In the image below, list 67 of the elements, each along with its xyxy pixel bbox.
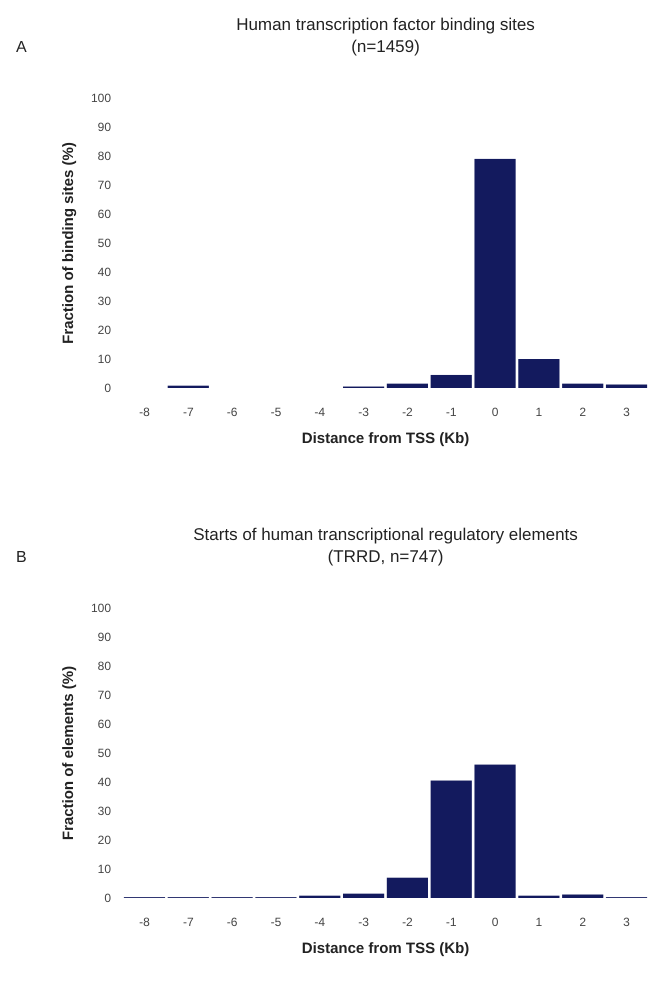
x-tick-label: -7 (182, 915, 194, 929)
x-tick-label: -6 (226, 915, 238, 929)
x-axis-title: Distance from TSS (Kb) (302, 430, 470, 447)
x-tick-label: -3 (358, 405, 370, 419)
y-tick-label: 90 (98, 120, 112, 134)
y-tick-label: 100 (90, 91, 112, 106)
x-tick-label: -6 (226, 405, 238, 419)
text: A (16, 39, 27, 56)
x-tick-label: -3 (358, 915, 370, 929)
y-tick-label: 50 (98, 746, 112, 760)
bar (474, 764, 516, 898)
bar (430, 780, 472, 898)
y-tick-label: 30 (98, 294, 112, 308)
x-tick-label: 2 (579, 915, 586, 929)
x-tick-label: -7 (182, 405, 194, 419)
x-tick-label: 2 (579, 405, 586, 419)
x-tick-label: -1 (446, 405, 457, 419)
x-tick-label: -2 (402, 915, 414, 929)
y-tick-label: 30 (98, 804, 112, 818)
y-tick-label: 100 (90, 601, 112, 616)
x-tick-label: 3 (623, 915, 630, 929)
x-tick-label: -4 (314, 405, 326, 419)
y-tick-label: 20 (98, 323, 112, 338)
bar (430, 374, 472, 388)
x-tick-label: 3 (623, 405, 630, 419)
bar (562, 384, 604, 388)
text: B (16, 549, 27, 566)
chart-subtitle: (n=1459) (351, 37, 420, 56)
y-tick-label: 80 (98, 659, 112, 674)
x-tick-label: 1 (536, 915, 543, 929)
y-tick-label: 80 (98, 149, 112, 164)
x-tick-label: -1 (446, 915, 457, 929)
x-tick-label: -4 (314, 915, 326, 929)
y-axis-title: Fraction of elements (%) (60, 666, 77, 840)
bar (342, 894, 384, 898)
y-tick-label: 20 (98, 833, 112, 848)
x-tick-label: -8 (139, 405, 150, 419)
chart-title: Human transcription factor binding sites (236, 15, 535, 34)
bar (386, 384, 428, 388)
y-tick-label: 60 (98, 207, 112, 222)
x-tick-label: 1 (536, 405, 543, 419)
x-tick-label: -5 (270, 405, 282, 419)
y-tick-label: 10 (98, 862, 112, 876)
bar (606, 384, 648, 388)
y-tick-label: 70 (98, 688, 112, 702)
x-tick-label: 0 (492, 915, 499, 929)
y-tick-label: 50 (98, 236, 112, 250)
bar (386, 878, 428, 898)
bar (518, 359, 560, 388)
y-tick-label: 60 (98, 717, 112, 732)
x-tick-label: 0 (492, 405, 499, 419)
y-tick-label: 10 (98, 352, 112, 366)
y-tick-label: 70 (98, 178, 112, 192)
y-tick-label: 90 (98, 630, 112, 644)
x-tick-label: -8 (139, 915, 150, 929)
chart-title: Starts of human transcriptional regulatory elements (193, 525, 578, 544)
y-tick-label: 0 (104, 891, 112, 906)
x-axis-title: Distance from TSS (Kb) (302, 940, 470, 957)
y-axis-title: Fraction of binding sites (%) (60, 142, 77, 344)
x-tick-label: -5 (270, 915, 282, 929)
y-tick-label: 40 (98, 265, 112, 280)
x-tick-label: -2 (402, 405, 414, 419)
bar (474, 158, 516, 388)
chart-subtitle: (TRRD, n=747) (328, 547, 444, 566)
y-tick-label: 40 (98, 775, 112, 790)
bar (562, 894, 604, 898)
y-tick-label: 0 (104, 381, 112, 396)
